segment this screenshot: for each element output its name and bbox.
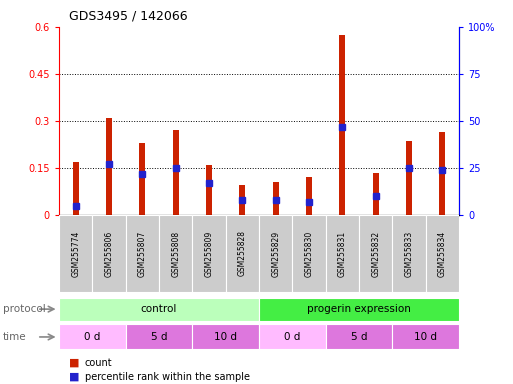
- Bar: [240, 185, 245, 215]
- Bar: [373, 173, 379, 215]
- Text: GSM255828: GSM255828: [238, 230, 247, 276]
- Bar: [306, 177, 312, 215]
- Text: percentile rank within the sample: percentile rank within the sample: [85, 372, 250, 382]
- Bar: [440, 132, 445, 215]
- Bar: [59, 324, 126, 349]
- Text: 0 d: 0 d: [284, 332, 301, 342]
- Text: GSM255809: GSM255809: [205, 230, 213, 276]
- Text: count: count: [85, 358, 112, 368]
- Bar: [392, 324, 459, 349]
- Bar: [340, 35, 345, 215]
- Text: GDS3495 / 142066: GDS3495 / 142066: [69, 10, 188, 23]
- Bar: [326, 324, 392, 349]
- Bar: [126, 215, 159, 292]
- Bar: [406, 141, 412, 215]
- Bar: [392, 215, 426, 292]
- Text: 5 d: 5 d: [351, 332, 367, 342]
- Bar: [259, 215, 292, 292]
- Text: GSM255830: GSM255830: [305, 230, 313, 276]
- Bar: [226, 215, 259, 292]
- Bar: [326, 215, 359, 292]
- Bar: [73, 162, 78, 215]
- Bar: [159, 215, 192, 292]
- Bar: [206, 165, 212, 215]
- Bar: [259, 324, 326, 349]
- Text: GSM255832: GSM255832: [371, 230, 380, 276]
- Bar: [126, 324, 192, 349]
- Text: GSM255807: GSM255807: [138, 230, 147, 276]
- Bar: [140, 143, 145, 215]
- Text: GSM255833: GSM255833: [405, 230, 413, 276]
- Text: GSM255806: GSM255806: [105, 230, 113, 276]
- Bar: [106, 118, 112, 215]
- Bar: [273, 182, 279, 215]
- Bar: [59, 215, 92, 292]
- Bar: [92, 215, 126, 292]
- Bar: [359, 215, 392, 292]
- Bar: [59, 298, 259, 321]
- Text: 0 d: 0 d: [84, 332, 101, 342]
- Text: progerin expression: progerin expression: [307, 304, 411, 314]
- Bar: [426, 215, 459, 292]
- Bar: [192, 324, 259, 349]
- Text: GSM255829: GSM255829: [271, 230, 280, 276]
- Bar: [292, 215, 326, 292]
- Text: 10 d: 10 d: [415, 332, 437, 342]
- Text: time: time: [3, 332, 26, 342]
- Bar: [259, 298, 459, 321]
- Text: GSM255774: GSM255774: [71, 230, 80, 276]
- Bar: [173, 131, 179, 215]
- Text: protocol: protocol: [3, 304, 45, 314]
- Text: ■: ■: [69, 372, 80, 382]
- Text: control: control: [141, 304, 177, 314]
- Bar: [192, 215, 226, 292]
- Text: GSM255808: GSM255808: [171, 230, 180, 276]
- Text: 5 d: 5 d: [151, 332, 167, 342]
- Text: 10 d: 10 d: [214, 332, 237, 342]
- Text: ■: ■: [69, 358, 80, 368]
- Text: GSM255831: GSM255831: [338, 230, 347, 276]
- Text: GSM255834: GSM255834: [438, 230, 447, 276]
